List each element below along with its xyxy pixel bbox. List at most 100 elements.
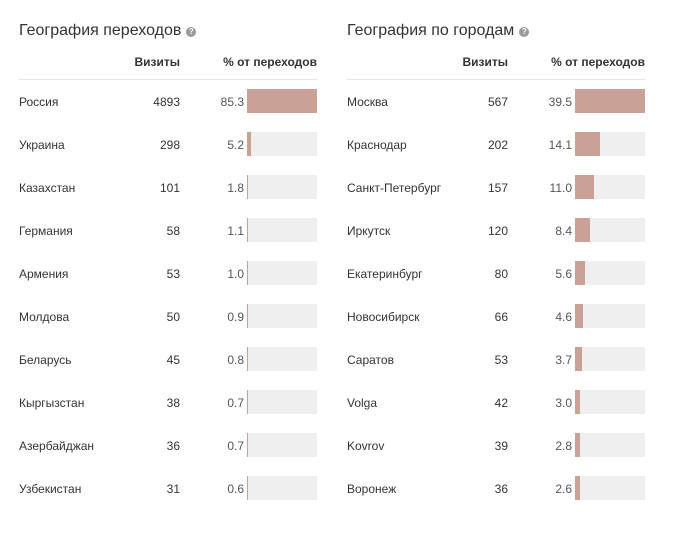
row-visits: 39: [494, 439, 508, 453]
row-visits: 567: [487, 95, 508, 109]
percent-bar-fill: [247, 261, 248, 285]
row-percent: 0.9: [227, 310, 244, 324]
question-circle-icon[interactable]: ?: [519, 27, 530, 37]
row-name: Азербайджан: [19, 439, 95, 453]
countries-header-divider: [19, 79, 317, 80]
row-name: Volga: [347, 396, 378, 410]
percent-bar-fill: [575, 347, 582, 371]
percent-bar-fill: [575, 390, 580, 414]
percent-bar-track: [575, 218, 645, 242]
table-row: Узбекистан 31 0.6: [19, 476, 317, 500]
percent-bar-track: [247, 132, 317, 156]
row-percent: 3.7: [555, 353, 572, 367]
table-row: Казахстан 101 1.8: [19, 175, 317, 199]
percent-bar-fill: [247, 218, 248, 242]
row-visits: 202: [487, 138, 508, 152]
percent-bar-fill: [575, 261, 585, 285]
row-visits: 66: [494, 310, 508, 324]
countries-col-percent: % от переходов: [223, 55, 317, 69]
row-name: Иркутск: [347, 224, 391, 238]
percent-bar-track: [247, 218, 317, 242]
row-visits: 36: [166, 439, 180, 453]
percent-bar-track: [575, 132, 645, 156]
percent-bar-track: [247, 304, 317, 328]
percent-bar-track: [575, 347, 645, 371]
percent-bar-fill: [247, 476, 248, 500]
row-name: Санкт-Петербург: [347, 181, 442, 195]
row-percent: 0.7: [227, 396, 244, 410]
row-visits: 298: [159, 138, 180, 152]
percent-bar-track: [575, 261, 645, 285]
row-visits: 50: [166, 310, 180, 324]
percent-bar-fill: [247, 304, 248, 328]
percent-bar-fill: [247, 132, 251, 156]
row-percent: 14.1: [548, 138, 572, 152]
cities-col-percent: % от переходов: [551, 55, 645, 69]
row-visits: 38: [166, 396, 180, 410]
percent-bar-fill: [575, 175, 594, 199]
percent-bar-track: [575, 89, 645, 113]
table-row: Молдова 50 0.9: [19, 304, 317, 328]
percent-bar-fill: [575, 304, 583, 328]
row-visits: 120: [487, 224, 508, 238]
percent-bar-fill: [247, 433, 248, 457]
table-row: Кыргызстан 38 0.7: [19, 390, 317, 414]
row-percent: 4.6: [555, 310, 572, 324]
table-row: Беларусь 45 0.8: [19, 347, 317, 371]
row-percent: 0.8: [227, 353, 244, 367]
table-row: Санкт-Петербург 157 11.0: [347, 175, 645, 199]
percent-bar-fill: [575, 89, 645, 113]
table-row: Kovrov 39 2.8: [347, 433, 645, 457]
row-percent: 5.2: [227, 138, 244, 152]
percent-bar-track: [247, 175, 317, 199]
percent-bar-track: [575, 433, 645, 457]
percent-bar-fill: [247, 390, 248, 414]
row-name: Россия: [19, 95, 59, 109]
percent-bar-track: [247, 261, 317, 285]
percent-bar-fill: [575, 132, 600, 156]
row-visits: 36: [494, 482, 508, 496]
percent-bar-track: [247, 390, 317, 414]
row-visits: 157: [487, 181, 508, 195]
question-circle-icon[interactable]: ?: [186, 27, 197, 37]
row-visits: 58: [166, 224, 180, 238]
row-name: Украина: [19, 138, 65, 152]
table-row: Москва 567 39.5: [347, 89, 645, 113]
row-visits: 45: [166, 353, 180, 367]
cities-col-visits: Визиты: [462, 55, 508, 69]
row-visits: 4893: [153, 95, 180, 109]
row-percent: 8.4: [555, 224, 572, 238]
countries-col-visits: Визиты: [134, 55, 180, 69]
cities-title: География по городам?: [347, 22, 530, 40]
percent-bar-track: [575, 175, 645, 199]
percent-bar-fill: [247, 175, 248, 199]
table-row: Volga 42 3.0: [347, 390, 645, 414]
row-name: Беларусь: [19, 353, 72, 367]
percent-bar-track: [247, 476, 317, 500]
row-percent: 2.6: [555, 482, 572, 496]
table-row: Украина 298 5.2: [19, 132, 317, 156]
table-row: Азербайджан 36 0.7: [19, 433, 317, 457]
countries-title-text: География переходов: [19, 22, 182, 39]
row-visits: 80: [494, 267, 508, 281]
row-percent: 39.5: [548, 95, 572, 109]
percent-bar-fill: [575, 218, 590, 242]
row-percent: 0.6: [227, 482, 244, 496]
percent-bar-fill: [575, 433, 580, 457]
row-name: Kovrov: [347, 439, 385, 453]
table-row: Германия 58 1.1: [19, 218, 317, 242]
row-name: Казахстан: [19, 181, 76, 195]
table-row: Иркутск 120 8.4: [347, 218, 645, 242]
row-percent: 85.3: [220, 95, 244, 109]
percent-bar-fill: [247, 347, 248, 371]
row-visits: 53: [494, 353, 508, 367]
row-name: Молдова: [19, 310, 70, 324]
row-percent: 1.1: [227, 224, 244, 238]
row-name: Краснодар: [347, 138, 407, 152]
row-percent: 11.0: [549, 181, 572, 195]
row-name: Кыргызстан: [19, 396, 85, 410]
row-percent: 1.8: [227, 181, 244, 195]
row-percent: 2.8: [555, 439, 572, 453]
percent-bar-fill: [575, 476, 580, 500]
table-row: Россия 4893 85.3: [19, 89, 317, 113]
